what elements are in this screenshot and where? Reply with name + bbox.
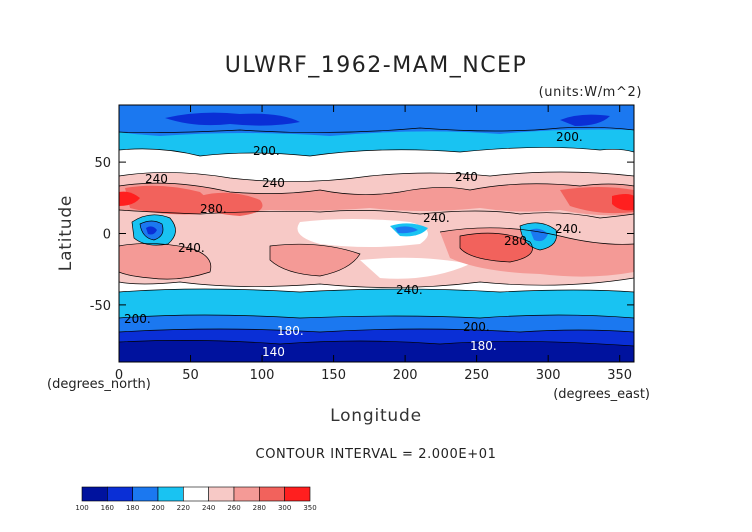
x-tick-label: 50 [182,368,199,383]
contour-label: 280. [504,234,531,248]
contour-interval-label: CONTOUR INTERVAL = 2.000E+01 [256,447,497,462]
colorbar: 100 160 180 200 220 240 260 280 300 350 [75,486,317,512]
colorbar-label: 350 [303,504,316,512]
x-tick-label: 150 [321,368,346,383]
south-subtropic-pink-west [119,243,211,280]
contour-label: 240 [455,170,478,184]
y-tick-label: 0 [103,228,111,243]
contour-label: 180. [277,324,304,338]
colorbar-label: 180 [126,504,139,512]
contour-label: 180. [470,339,497,353]
contour-label: 140 [262,345,285,359]
x-tick-label: 300 [536,368,561,383]
colorbar-swatch [233,486,260,502]
contour-labels: 200. 200. 240 240 280. 240. 240. 280. 24… [124,130,583,359]
y-axis-ticks: 50 0 -50 [90,156,634,314]
x-tick-label: 350 [607,368,632,383]
south-subtropic-pink-mid [270,244,360,276]
contour-label: 240. [178,241,205,255]
x-tick-label: 100 [250,368,275,383]
colorbar-swatch [132,486,159,502]
y-tick-label: 50 [94,156,111,171]
contour-label: 240. [396,283,423,297]
plot-area: 200. 200. 240 240 280. 240. 240. 280. 24… [119,105,634,362]
africa-cold-center [146,226,157,235]
colorbar-swatch [284,486,311,502]
colorbar-label: 260 [227,504,240,512]
contour-label: 200. [253,144,280,158]
y-axis-label: Latitude [56,195,76,271]
x-unit-label: (degrees_east) [553,387,650,402]
hot-spot-west [119,191,140,206]
colorbar-label: 200 [151,504,164,512]
contour-label: 200. [463,320,490,334]
contour-lines [119,126,634,347]
contour-label: 240 [145,172,168,186]
north-dark-patch-2 [560,114,610,126]
north-dark-patch [165,112,300,126]
units-label: (units:W/m^2) [539,85,642,100]
colorbar-swatch [157,486,184,502]
pacific-red-core [460,233,533,262]
contour-label: 240 [262,176,285,190]
colorbar-label: 160 [101,504,114,512]
sahara-red-core [125,185,208,215]
x-axis-label: Longitude [330,406,422,426]
colorbar-swatch [81,486,108,502]
colorbar-swatch [183,486,209,502]
contour-label: 240. [423,211,450,225]
america-cold-core [530,228,548,242]
x-axis-ticks: 0 50 100 150 200 250 300 350 [115,105,632,383]
contour-label: 240. [555,222,582,236]
colorbar-swatch [107,486,133,502]
colorbar-label: 100 [75,504,88,512]
contour-label: 200. [124,312,151,326]
y-tick-label: -50 [90,299,111,314]
colorbar-label: 220 [177,504,190,512]
north-polar-band [119,105,634,136]
colorbar-swatch [259,486,285,502]
colorbar-label: 240 [202,504,215,512]
colorbar-swatch [208,486,235,502]
x-tick-label: 200 [393,368,418,383]
maritime-cold-core [395,226,418,234]
antarctic-darkest [119,340,634,362]
x-tick-label: 0 [115,368,123,383]
y-unit-label: (degrees_north) [47,377,151,392]
colorbar-label: 300 [278,504,291,512]
south-white-gap [360,257,470,279]
chart-title: ULWRF_1962-MAM_NCEP [225,53,527,78]
colorbar-label: 280 [253,504,266,512]
contour-label: 200. [556,130,583,144]
contour-label: 280. [200,202,227,216]
arabia-red-core [200,192,263,216]
hot-spot-east [612,194,634,211]
x-tick-label: 250 [464,368,489,383]
